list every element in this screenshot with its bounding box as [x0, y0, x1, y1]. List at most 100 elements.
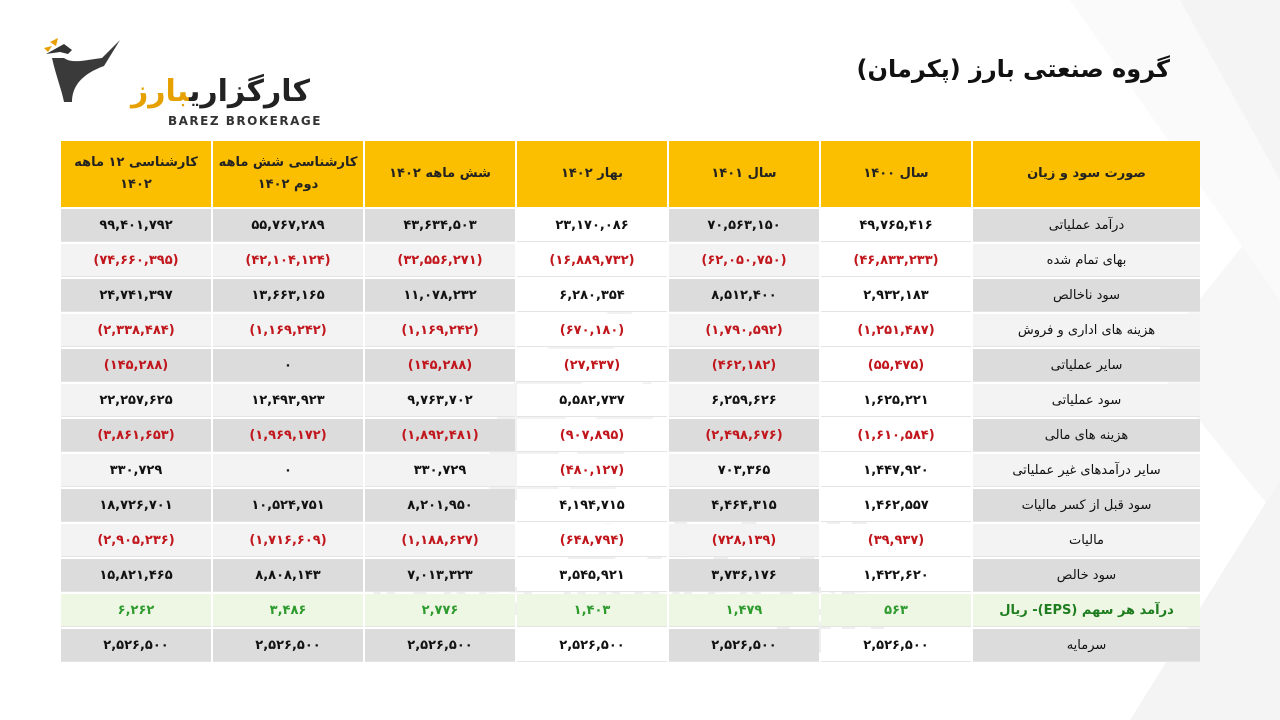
row-label: سود ناخالص [973, 279, 1200, 312]
table-row: بهای تمام شده (۴۶,۸۳۳,۲۳۳) (۶۲,۰۵۰,۷۵۰) (۱۶… [61, 244, 1200, 277]
table-row: درآمد عملیاتی ۴۹,۷۶۵,۴۱۶ ۷۰,۵۶۳,۱۵۰ ۲۳,۱۷۰,… [61, 209, 1200, 242]
table-cell: (۱۶,۸۸۹,۷۳۲) [517, 244, 667, 277]
row-label: سود عملیاتی [973, 384, 1200, 417]
table-cell: ۵,۵۸۲,۷۳۷ [517, 384, 667, 417]
table-cell: ۰ [213, 349, 363, 382]
table-cell: (۴۶,۸۳۳,۲۳۳) [821, 244, 971, 277]
table-cell: (۱,۱۶۹,۲۴۲) [365, 314, 515, 347]
table-cell: ۴۳,۶۳۴,۵۰۳ [365, 209, 515, 242]
table-cell: ۱۳,۶۶۳,۱۶۵ [213, 279, 363, 312]
table-header-row: صورت سود و زیان سال ۱۴۰۰ سال ۱۴۰۱ بهار ۱… [61, 141, 1200, 207]
table-cell: (۷۴,۶۶۰,۳۹۵) [61, 244, 211, 277]
table-cell: (۱,۶۱۰,۵۸۴) [821, 419, 971, 452]
row-label: هزینه های مالی [973, 419, 1200, 452]
header-six-month-1402: شش ماهه ۱۴۰۲ [365, 141, 515, 207]
table-cell: (۷۲۸,۱۳۹) [669, 524, 819, 557]
table-cell: ۹,۷۶۳,۷۰۲ [365, 384, 515, 417]
table-cell: (۵۵,۴۷۵) [821, 349, 971, 382]
table-cell: ۶,۲۸۰,۳۵۴ [517, 279, 667, 312]
header-year-1400: سال ۱۴۰۰ [821, 141, 971, 207]
header-spring-1402: بهار ۱۴۰۲ [517, 141, 667, 207]
table-cell: ۳,۴۸۶ [213, 594, 363, 627]
table-cell: ۷۰۳,۳۶۵ [669, 454, 819, 487]
table-row: سود ناخالص ۲,۹۳۲,۱۸۳ ۸,۵۱۲,۴۰۰ ۶,۲۸۰,۳۵۴ ۱۱,… [61, 279, 1200, 312]
eagle-logo-icon [44, 38, 120, 102]
row-label: درآمد عملیاتی [973, 209, 1200, 242]
table-row: سود قبل از کسر مالیات ۱,۴۶۲,۵۵۷ ۴,۴۶۴,۳۱۵ ۴… [61, 489, 1200, 522]
table-cell: ۱,۶۲۵,۲۲۱ [821, 384, 971, 417]
table-cell: ۴۹,۷۶۵,۴۱۶ [821, 209, 971, 242]
table-cell: (۲,۳۳۸,۴۸۴) [61, 314, 211, 347]
table-cell: (۶۴۸,۷۹۴) [517, 524, 667, 557]
table-cell: (۳۹,۹۳۷) [821, 524, 971, 557]
table-row: سود خالص ۱,۴۲۲,۶۲۰ ۳,۷۳۶,۱۷۶ ۳,۵۴۵,۹۲۱ ۷,۰۱۳… [61, 559, 1200, 592]
table-cell: (۱,۷۹۰,۵۹۲) [669, 314, 819, 347]
table-cell: ۹۹,۴۰۱,۷۹۲ [61, 209, 211, 242]
table-cell: (۱۴۵,۲۸۸) [61, 349, 211, 382]
table-row: سایر عملیاتی (۵۵,۴۷۵) (۴۶۲,۱۸۲) (۲۷,۴۳۷) (۱۴… [61, 349, 1200, 382]
table-cell: (۲,۹۰۵,۲۳۶) [61, 524, 211, 557]
table-cell: (۱,۸۹۲,۴۸۱) [365, 419, 515, 452]
table-cell: (۴۶۲,۱۸۲) [669, 349, 819, 382]
table-cell: ۱۸,۷۲۶,۷۰۱ [61, 489, 211, 522]
table-row: مالیات (۳۹,۹۳۷) (۷۲۸,۱۳۹) (۶۴۸,۷۹۴) (۱,۱۸۸,۶… [61, 524, 1200, 557]
table-cell: ۲۴,۷۴۱,۳۹۷ [61, 279, 211, 312]
table-cell: ۴,۴۶۴,۳۱۵ [669, 489, 819, 522]
table-cell: (۲,۴۹۸,۶۷۶) [669, 419, 819, 452]
table-cell: ۴,۱۹۴,۷۱۵ [517, 489, 667, 522]
table-cell: (۴۲,۱۰۴,۱۲۴) [213, 244, 363, 277]
row-label: هزینه های اداری و فروش [973, 314, 1200, 347]
table-cell: ۱۱,۰۷۸,۲۳۲ [365, 279, 515, 312]
table-row: سرمایه ۲,۵۲۶,۵۰۰ ۲,۵۲۶,۵۰۰ ۲,۵۲۶,۵۰۰ ۲,۵۲۶,۵… [61, 629, 1200, 662]
table-cell: ۲۲,۲۵۷,۶۲۵ [61, 384, 211, 417]
row-label: سایر عملیاتی [973, 349, 1200, 382]
row-label: سایر درآمدهای غیر عملیاتی [973, 454, 1200, 487]
table-cell: (۶۷۰,۱۸۰) [517, 314, 667, 347]
row-label: سرمایه [973, 629, 1200, 662]
table-cell: (۱,۲۵۱,۴۸۷) [821, 314, 971, 347]
table-row: درآمد هر سهم (EPS)- ریال ۵۶۳ ۱,۴۷۹ ۱,۴۰۳ ۲,۷… [61, 594, 1200, 627]
row-label: سود خالص [973, 559, 1200, 592]
row-label: درآمد هر سهم (EPS)- ریال [973, 594, 1200, 627]
brand-name-en: BAREZ BROKERAGE [168, 114, 322, 128]
header-year-1401: سال ۱۴۰۱ [669, 141, 819, 207]
table-cell: ۷,۰۱۳,۳۲۳ [365, 559, 515, 592]
table-cell: ۲,۷۷۶ [365, 594, 515, 627]
table-cell: ۱۲,۴۹۳,۹۲۳ [213, 384, 363, 417]
table-cell: (۳,۸۶۱,۶۵۳) [61, 419, 211, 452]
table-cell: (۱,۷۱۶,۶۰۹) [213, 524, 363, 557]
table-cell: ۵۵,۷۶۷,۲۸۹ [213, 209, 363, 242]
table-cell: (۴۸۰,۱۲۷) [517, 454, 667, 487]
table-cell: ۳,۷۳۶,۱۷۶ [669, 559, 819, 592]
table-cell: (۳۲,۵۵۶,۲۷۱) [365, 244, 515, 277]
table-cell: ۱,۴۷۹ [669, 594, 819, 627]
table-cell: ۱۵,۸۲۱,۴۶۵ [61, 559, 211, 592]
table-cell: ۳,۵۴۵,۹۲۱ [517, 559, 667, 592]
table-cell: ۳۳۰,۷۲۹ [365, 454, 515, 487]
table-cell: (۹۰۷,۸۹۵) [517, 419, 667, 452]
table-cell: ۱۰,۵۲۴,۷۵۱ [213, 489, 363, 522]
table-cell: ۲,۵۲۶,۵۰۰ [517, 629, 667, 662]
table-cell: ۲,۵۲۶,۵۰۰ [365, 629, 515, 662]
table-row: هزینه های اداری و فروش (۱,۲۵۱,۴۸۷) (۱,۷۹۰,… [61, 314, 1200, 347]
header-expert-12-month: کارشناسی ۱۲ ماهه ۱۴۰۲ [61, 141, 211, 207]
table-row: سود عملیاتی ۱,۶۲۵,۲۲۱ ۶,۲۵۹,۶۲۶ ۵,۵۸۲,۷۳۷ ۹,… [61, 384, 1200, 417]
brand-name-fa-main: کارگزاری [189, 74, 310, 109]
table-cell: (۱,۹۶۹,۱۷۲) [213, 419, 363, 452]
table-cell: (۶۲,۰۵۰,۷۵۰) [669, 244, 819, 277]
table-row: سایر درآمدهای غیر عملیاتی ۱,۴۴۷,۹۲۰ ۷۰۳,۳۶… [61, 454, 1200, 487]
header-label: صورت سود و زیان [973, 141, 1200, 207]
table-cell: ۲,۹۳۲,۱۸۳ [821, 279, 971, 312]
header-expert-second-half: کارشناسی شش ماهه دوم ۱۴۰۲ [213, 141, 363, 207]
table-cell: (۲۷,۴۳۷) [517, 349, 667, 382]
brand-name-fa: کارگزاریبارز [131, 72, 310, 112]
table-cell: ۶,۲۶۲ [61, 594, 211, 627]
table-cell: ۷۰,۵۶۳,۱۵۰ [669, 209, 819, 242]
table-row: هزینه های مالی (۱,۶۱۰,۵۸۴) (۲,۴۹۸,۶۷۶) (۹۰۷… [61, 419, 1200, 452]
table-cell: ۵۶۳ [821, 594, 971, 627]
table-cell: ۸,۵۱۲,۴۰۰ [669, 279, 819, 312]
table-cell: ۱,۴۴۷,۹۲۰ [821, 454, 971, 487]
row-label: سود قبل از کسر مالیات [973, 489, 1200, 522]
table-cell: ۰ [213, 454, 363, 487]
table-cell: ۲۳,۱۷۰,۰۸۶ [517, 209, 667, 242]
